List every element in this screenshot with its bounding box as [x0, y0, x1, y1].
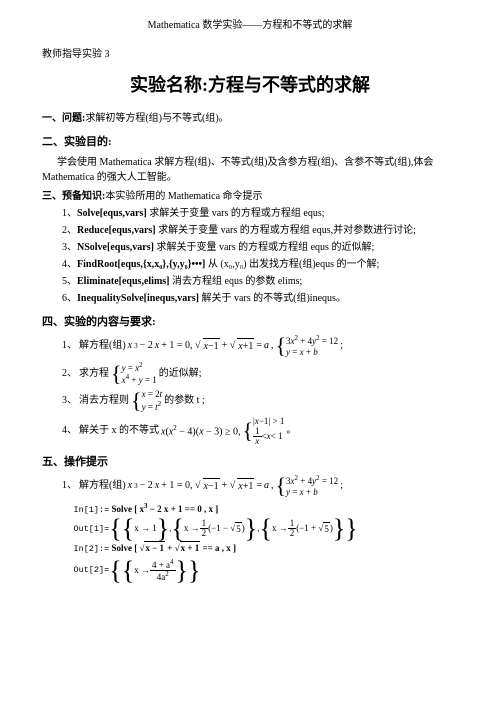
s3-item-1: 1、Solve[equs,vars] 求解关于变量 vars 的方程或方程组 e… [62, 206, 458, 221]
s1-text: 求解初等方程(组)与不等式(组)。 [85, 113, 228, 124]
s3-subhead: 本实验所用的 Mathematica 命令提示 [105, 191, 262, 202]
s3-item-6: 6、InequalitySolve[inequs,vars] 解关于 vars … [62, 291, 458, 306]
s2-head: 二、实验目的: [42, 134, 458, 151]
s5-q1: 1、 解方程(组) x3 − 2x + 1 = 0, √x−1 + √x+1 =… [62, 474, 458, 498]
section-3: 三、预备知识:本实验所用的 Mathematica 命令提示 [42, 189, 458, 204]
s3-item-2: 2、Reduce[equs,vars] 求解关于变量 vars 的方程或方程组 … [62, 223, 458, 238]
s4-q4: 4、 解关于 x 的不等式 x(x2 − 4)(x − 3) ≥ 0, { |x… [62, 416, 458, 446]
s3-item-5: 5、Eliminate[equs,elims] 消去方程组 equs 的参数 e… [62, 274, 458, 289]
s4-head: 四、实验的内容与要求: [42, 314, 458, 331]
in2: In[2]:= Solve [ √x − 1 + √x + 1 == a , x… [74, 541, 459, 556]
s4-q1: 1、 解方程(组) x3 − 2x + 1 = 0, √x−1 + √x+1 =… [62, 334, 458, 358]
s3-item-3: 3、NSolve[equs,vars] 求解关于变量 vars 的方程或方程组 … [62, 240, 458, 255]
s3-head: 三、预备知识: [42, 191, 105, 202]
s1-head: 一、问题: [42, 113, 85, 124]
s5-head: 五、操作提示 [42, 454, 458, 471]
out2: Out[2]= { {x → 4 + a44a2} } [74, 559, 459, 582]
guide-label: 教师指导实验 3 [42, 47, 458, 62]
s4-q2: 2、 求方程 { y = x2 x4 + y = 1 的近似解; [62, 361, 458, 387]
out1: Out[1]= { {x → 1}, {x → 12(−1 − √5)}, {x… [74, 519, 459, 538]
s4-q3: 3、 消去方程则 { x = 2t y = t2 的参数 t ; [62, 389, 458, 413]
experiment-title: 实验名称:方程与不等式的求解 [42, 72, 458, 99]
page-header: Mathematica 数学实验——方程和不等式的求解 [42, 18, 458, 33]
section-1: 一、问题:求解初等方程(组)与不等式(组)。 [42, 111, 458, 126]
s2-para: 学会使用 Mathematica 求解方程(组)、不等式(组)及含参方程(组)、… [42, 155, 458, 185]
s3-item-4: 4、FindRoot[equs,{x,x₀},{y,y₀}•••] 从 (x₀,… [62, 257, 458, 272]
